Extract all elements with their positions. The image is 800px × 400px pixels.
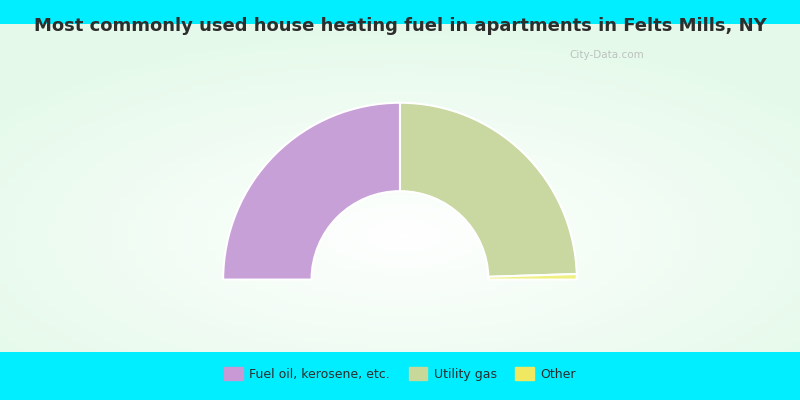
Text: City-Data.com: City-Data.com bbox=[570, 50, 644, 60]
Wedge shape bbox=[400, 103, 577, 277]
Text: Most commonly used house heating fuel in apartments in Felts Mills, NY: Most commonly used house heating fuel in… bbox=[34, 17, 766, 35]
Legend: Fuel oil, kerosene, etc., Utility gas, Other: Fuel oil, kerosene, etc., Utility gas, O… bbox=[219, 362, 581, 386]
Wedge shape bbox=[488, 274, 577, 280]
Wedge shape bbox=[223, 103, 400, 280]
